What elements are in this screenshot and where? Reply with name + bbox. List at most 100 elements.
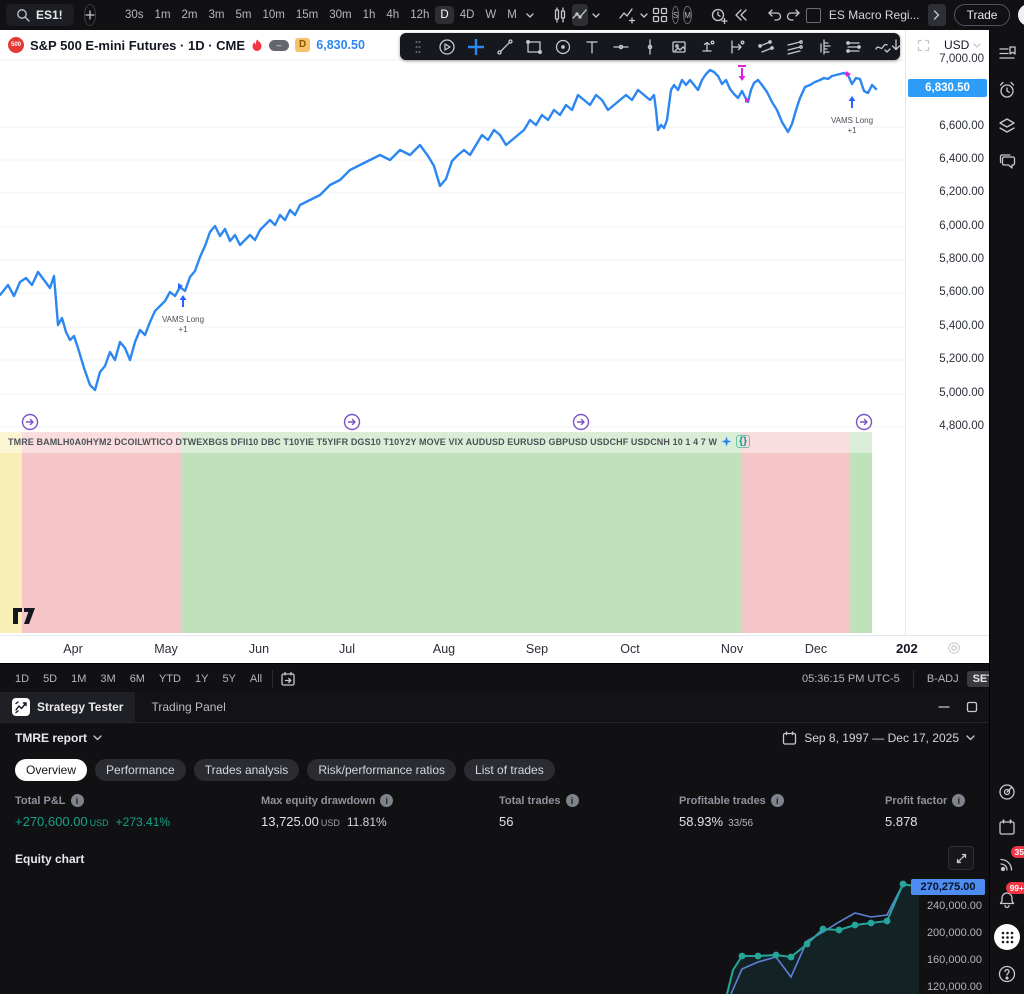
apps-menu-button[interactable]: [994, 924, 1020, 950]
timeframe-5m[interactable]: 5m: [231, 6, 257, 24]
gear-icon[interactable]: [946, 640, 962, 656]
tab-trading-panel[interactable]: Trading Panel: [151, 700, 226, 714]
range-YTD[interactable]: YTD: [154, 670, 186, 688]
range-5D[interactable]: 5D: [38, 670, 62, 688]
alerts-clock-icon[interactable]: [995, 78, 1019, 102]
help-icon[interactable]: [995, 962, 1019, 986]
date-range-tool-icon[interactable]: [723, 35, 751, 59]
price-label-tool-icon[interactable]: [694, 35, 722, 59]
m-badge[interactable]: M: [683, 6, 692, 24]
cursor-tool-icon[interactable]: [433, 35, 461, 59]
candles-style-button[interactable]: [552, 4, 568, 26]
s-badge[interactable]: S: [671, 6, 680, 24]
replay-button[interactable]: [732, 4, 748, 26]
price-axis[interactable]: 6,830.50 7,000.00 6,600.00 6,400.00 6,200.0…: [905, 30, 991, 635]
maximize-icon[interactable]: [913, 35, 933, 55]
ideas-icon[interactable]: [995, 780, 1019, 804]
tradingview-logo[interactable]: [13, 608, 35, 624]
range-3M[interactable]: 3M: [95, 670, 120, 688]
parallel-channel-tool-icon[interactable]: [752, 35, 780, 59]
timeframe-1m[interactable]: 1m: [150, 6, 176, 24]
restore-icon[interactable]: [966, 701, 978, 713]
currency-dropdown[interactable]: USD: [940, 36, 985, 54]
range-6M[interactable]: 6M: [125, 670, 150, 688]
timeframe-12h[interactable]: 12h: [405, 6, 434, 24]
timeframe-1h[interactable]: 1h: [358, 6, 381, 24]
trendline-tool-icon[interactable]: [491, 35, 519, 59]
layout-button[interactable]: [652, 4, 668, 26]
timeframe-4D[interactable]: 4D: [455, 6, 480, 24]
horizontal-line-tool-icon[interactable]: [607, 35, 635, 59]
indicator-legend[interactable]: TMRE BAMLH0A0HYM2 DCOILWTICO DTWEXBGS DF…: [8, 435, 751, 448]
timeframe-30s[interactable]: 30s: [120, 6, 149, 24]
report-tab[interactable]: Overview: [15, 759, 88, 781]
notifications-bell-icon[interactable]: 99+: [995, 882, 1024, 912]
brush-tool-icon[interactable]: [868, 35, 896, 59]
regression-trend-tool-icon[interactable]: [781, 35, 809, 59]
streams-icon[interactable]: 35: [995, 846, 1024, 876]
clock-text[interactable]: 05:36:15 PM UTC-5: [801, 672, 900, 685]
timeframe-M[interactable]: M: [502, 6, 522, 24]
timeframe-4h[interactable]: 4h: [381, 6, 404, 24]
sparkle-icon[interactable]: [721, 436, 732, 447]
minimize-icon[interactable]: [938, 701, 950, 713]
undo-button[interactable]: [766, 4, 782, 26]
indicators-chevron[interactable]: [640, 12, 648, 18]
vertical-line-tool-icon[interactable]: [636, 35, 664, 59]
expand-equity-button[interactable]: [948, 846, 974, 870]
object-tree-icon[interactable]: [995, 114, 1019, 138]
timeframe-3m[interactable]: 3m: [204, 6, 230, 24]
drag-handle[interactable]: [404, 35, 432, 59]
date-range-picker[interactable]: Sep 8, 1997 — Dec 17, 2025: [782, 730, 975, 746]
watchlist-icon[interactable]: [995, 42, 1019, 66]
scroll-down-icon[interactable]: [886, 35, 906, 55]
timeframes-chevron[interactable]: [526, 12, 534, 18]
report-tab[interactable]: Performance: [95, 759, 186, 781]
timeframe-2m[interactable]: 2m: [177, 6, 203, 24]
open-panel-button[interactable]: [927, 4, 946, 26]
indicators-button[interactable]: [618, 4, 636, 26]
crosshair-tool-icon[interactable]: [462, 35, 490, 59]
image-tool-icon[interactable]: [665, 35, 693, 59]
publish-button[interactable]: Publish: [1018, 4, 1024, 26]
pattern-tool-icon[interactable]: [839, 35, 867, 59]
alert-button[interactable]: [710, 4, 728, 26]
report-tab[interactable]: Risk/performance ratios: [307, 759, 457, 781]
chart-area[interactable]: VAMS Long +1 VAMS Long +1 TMRE BAMLH0A0HYM2…: [0, 30, 991, 664]
hide-indicator-pill[interactable]: –: [269, 39, 290, 51]
report-chevron-icon[interactable]: [93, 735, 102, 741]
timeframe-10m[interactable]: 10m: [257, 6, 289, 24]
layout-checkbox[interactable]: [805, 7, 821, 23]
circle-tool-icon[interactable]: [549, 35, 577, 59]
line-style-button[interactable]: [571, 4, 588, 26]
report-tab[interactable]: List of trades: [464, 759, 555, 781]
goto-date-button[interactable]: [278, 669, 298, 689]
timeframe-15m[interactable]: 15m: [291, 6, 323, 24]
layout-name[interactable]: ES Macro Regi...: [828, 8, 920, 22]
range-5Y[interactable]: 5Y: [217, 670, 240, 688]
range-1D[interactable]: 1D: [10, 670, 34, 688]
source-code-icon[interactable]: {}: [736, 435, 751, 448]
calendar-icon[interactable]: [995, 816, 1019, 840]
tab-strategy-tester[interactable]: Strategy Tester: [0, 692, 136, 722]
report-name[interactable]: TMRE report: [15, 731, 87, 745]
timeframe-D[interactable]: D: [435, 6, 454, 24]
trade-button[interactable]: Trade: [953, 4, 1011, 26]
report-tab[interactable]: Trades analysis: [193, 759, 300, 781]
range-1M[interactable]: 1M: [66, 670, 91, 688]
range-All[interactable]: All: [245, 670, 267, 688]
drawing-toolbar[interactable]: [400, 33, 900, 60]
timeframe-W[interactable]: W: [480, 6, 501, 24]
style-chevron[interactable]: [592, 12, 600, 18]
symbol-search[interactable]: ES1!: [6, 4, 74, 26]
redo-button[interactable]: [786, 4, 802, 26]
time-axis[interactable]: 202 Apr May Jun Jul Aug Sep Oct Nov Dec: [0, 635, 990, 664]
rectangle-tool-icon[interactable]: [520, 35, 548, 59]
range-1Y[interactable]: 1Y: [190, 670, 213, 688]
equity-chart[interactable]: [0, 870, 920, 994]
symbol-title[interactable]: S&P 500 E-mini Futures · 1D · CME: [30, 37, 246, 53]
adj-button[interactable]: B-ADJ: [926, 672, 959, 685]
symbol-legend[interactable]: 500 S&P 500 E-mini Futures · 1D · CME – …: [8, 37, 365, 53]
volume-profile-tool-icon[interactable]: [810, 35, 838, 59]
